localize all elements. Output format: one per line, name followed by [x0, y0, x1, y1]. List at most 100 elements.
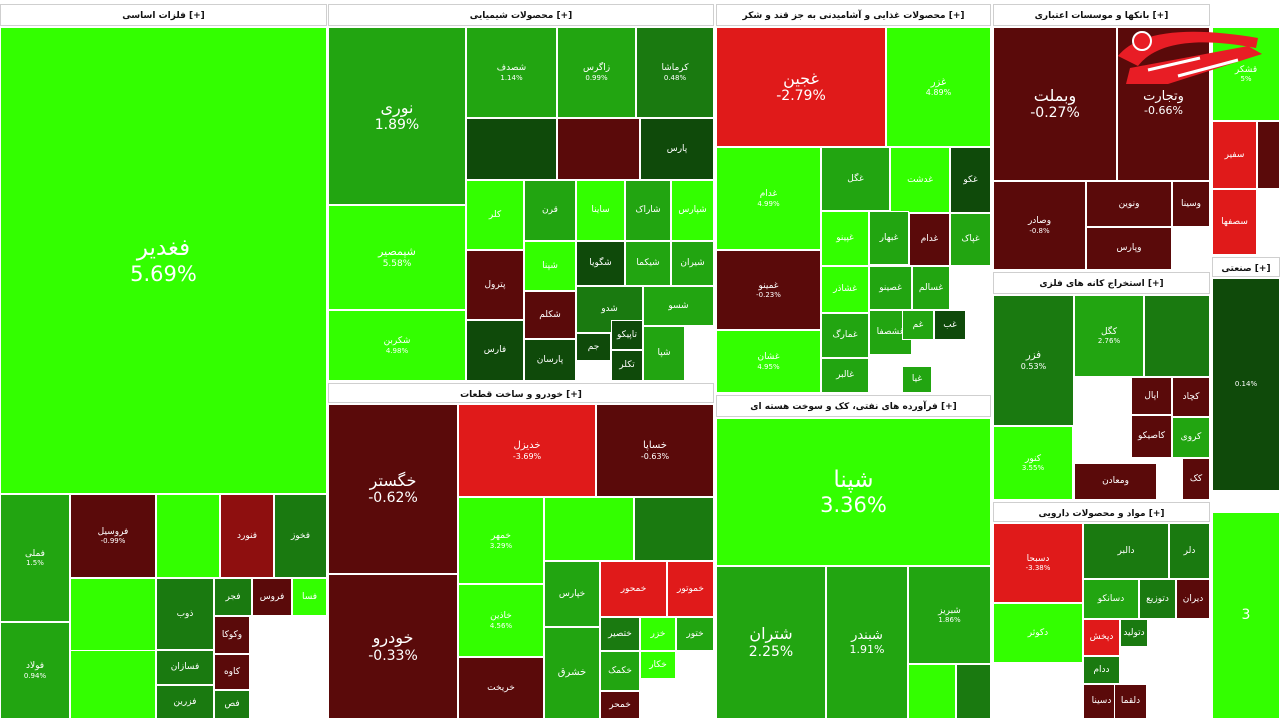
treemap-tile[interactable]: غشاذر	[821, 266, 869, 313]
treemap-tile[interactable]: خزر	[640, 617, 676, 651]
sector-title[interactable]: خودرو و ساخت قطعات [+]	[328, 383, 714, 403]
treemap-tile[interactable]: کگل 2.76%	[1074, 295, 1144, 377]
treemap-tile[interactable]: غگل	[821, 147, 890, 211]
sector-title[interactable]: صنعتی [+]	[1212, 257, 1280, 277]
treemap-tile[interactable]: شدو	[576, 286, 643, 333]
treemap-tile[interactable]: فزرین	[156, 685, 214, 719]
treemap-tile[interactable]: خدیزل -3.69%	[458, 404, 596, 497]
treemap-tile[interactable]: زاگرس 0.99%	[557, 27, 636, 118]
treemap-tile[interactable]: غزر 4.89%	[886, 27, 991, 147]
treemap-tile[interactable]: فجر	[214, 578, 252, 616]
treemap-tile[interactable]: خکمک	[600, 651, 640, 691]
treemap-tile[interactable]: خمحر	[600, 691, 640, 719]
treemap-tile[interactable]: کچاد	[1172, 377, 1210, 417]
treemap-tile[interactable]: وسینا	[1172, 181, 1210, 227]
sector-title[interactable]: محصولات غذایی و آشامیدنی به جز قند و شکر…	[716, 4, 991, 26]
treemap-tile[interactable]: شسو	[643, 286, 714, 326]
treemap-tile[interactable]: غکو	[950, 147, 991, 213]
treemap-tile[interactable]: کرماشا 0.48%	[636, 27, 714, 118]
treemap-tile[interactable]: اپال	[1131, 377, 1172, 415]
treemap-tile[interactable]: فروس	[252, 578, 292, 616]
treemap-tile[interactable]: غسالم	[912, 266, 950, 310]
treemap-tile[interactable]: وبملت -0.27%	[993, 27, 1117, 181]
treemap-tile[interactable]: شپارس	[671, 180, 714, 241]
treemap-tile[interactable]: خمهر 3.29%	[458, 497, 544, 584]
treemap-tile[interactable]: دتوزیع	[1139, 579, 1176, 619]
sector-title[interactable]: استخراج کانه های فلزی [+]	[993, 272, 1210, 294]
treemap-tile[interactable]: ختور	[676, 617, 714, 651]
treemap-tile[interactable]: خریخت	[458, 657, 544, 719]
treemap-tile[interactable]	[70, 650, 156, 719]
treemap-tile[interactable]: غپینو	[821, 211, 869, 266]
treemap-tile[interactable]: غب	[934, 310, 966, 340]
treemap-tile[interactable]: شکربن 4.98%	[328, 310, 466, 381]
treemap-tile[interactable]: شپنا	[524, 241, 576, 291]
treemap-tile[interactable]: 3	[1212, 512, 1280, 719]
treemap-tile[interactable]: دیران	[1176, 579, 1210, 619]
treemap-tile[interactable]: دتولید	[1120, 619, 1148, 647]
treemap-tile[interactable]: غپاک	[950, 213, 991, 266]
treemap-tile[interactable]: کاصیکو	[1131, 415, 1172, 458]
treemap-tile[interactable]: دپخش	[1083, 619, 1120, 656]
treemap-tile[interactable]: خساپا -0.63%	[596, 404, 714, 497]
treemap-tile[interactable]: شیران	[671, 241, 714, 286]
treemap-tile[interactable]	[908, 664, 956, 719]
treemap-tile[interactable]: وپارس	[1086, 227, 1172, 270]
treemap-tile[interactable]: خموتور	[667, 561, 714, 617]
treemap-tile[interactable]: غمارگ	[821, 313, 869, 358]
treemap-tile[interactable]: غدام	[909, 213, 950, 266]
treemap-tile[interactable]: خودرو -0.33%	[328, 574, 458, 719]
treemap-tile[interactable]: فزر 0.53%	[993, 295, 1074, 426]
treemap-tile[interactable]: شبریز 1.86%	[908, 566, 991, 664]
treemap-tile[interactable]: تاپیکو	[611, 320, 643, 350]
treemap-tile[interactable]: غبهار	[869, 211, 909, 265]
treemap-tile[interactable]: شگویا	[576, 241, 625, 286]
treemap-tile[interactable]: ختصیر	[600, 617, 640, 651]
treemap-tile[interactable]: دلقما	[1114, 684, 1147, 719]
treemap-tile[interactable]: کروی	[1172, 417, 1210, 458]
treemap-tile[interactable]: غیا	[902, 366, 932, 393]
treemap-tile[interactable]: غمینو -0.23%	[716, 250, 821, 330]
treemap-tile[interactable]	[557, 118, 640, 180]
treemap-tile[interactable]: سفیر	[1212, 121, 1257, 189]
treemap-tile[interactable]: کک	[1182, 458, 1210, 500]
treemap-tile[interactable]: ساینا	[576, 180, 625, 241]
treemap-tile[interactable]: خشرق	[544, 627, 600, 719]
treemap-tile[interactable]: دالبر	[1083, 523, 1169, 579]
treemap-tile[interactable]: خمحور	[600, 561, 667, 617]
treemap-tile[interactable]: ذوب	[156, 578, 214, 650]
treemap-tile[interactable]: شپمصیر 5.58%	[328, 205, 466, 310]
treemap-tile[interactable]: جم	[576, 333, 611, 361]
treemap-tile[interactable]: فملی 1.5%	[0, 494, 70, 622]
treemap-tile[interactable]: تکلر	[611, 350, 643, 381]
treemap-tile[interactable]: خپارس	[544, 561, 600, 627]
treemap-tile[interactable]: خکار	[640, 651, 676, 679]
treemap-tile[interactable]: کنور 3.55%	[993, 426, 1073, 500]
treemap-tile[interactable]: ددام	[1083, 656, 1120, 684]
treemap-tile[interactable]	[956, 664, 991, 719]
treemap-tile[interactable]: دسانکو	[1083, 579, 1139, 619]
treemap-tile[interactable]	[1144, 295, 1210, 377]
treemap-tile[interactable]	[466, 118, 557, 180]
treemap-tile[interactable]: فنورد	[220, 494, 274, 578]
treemap-tile[interactable]: شاراک	[625, 180, 671, 241]
treemap-tile[interactable]: فغدیر 5.69%	[0, 27, 327, 494]
treemap-tile[interactable]: فسازان	[156, 650, 214, 685]
treemap-tile[interactable]	[544, 497, 634, 561]
treemap-tile[interactable]: شپا	[643, 326, 685, 381]
treemap-tile[interactable]: ونوین	[1086, 181, 1172, 227]
sector-title[interactable]: مواد و محصولات دارویی [+]	[993, 502, 1210, 522]
treemap-tile[interactable]: غم	[902, 310, 934, 340]
treemap-tile[interactable]: شپنا 3.36%	[716, 418, 991, 566]
treemap-tile[interactable]: خاذین 4.56%	[458, 584, 544, 657]
treemap-tile[interactable]: دلر	[1169, 523, 1210, 579]
treemap-tile[interactable]: شکلم	[524, 291, 576, 339]
treemap-tile[interactable]: نوری 1.89%	[328, 27, 466, 205]
treemap-tile[interactable]: پارسان	[524, 339, 576, 381]
sector-title[interactable]: محصولات شیمیایی [+]	[328, 4, 714, 26]
treemap-tile[interactable]: پارس	[640, 118, 714, 180]
treemap-tile[interactable]: فسا	[292, 578, 327, 616]
treemap-tile[interactable]: پترول	[466, 250, 524, 320]
treemap-tile[interactable]: فارس	[466, 320, 524, 381]
treemap-tile[interactable]	[156, 494, 220, 578]
